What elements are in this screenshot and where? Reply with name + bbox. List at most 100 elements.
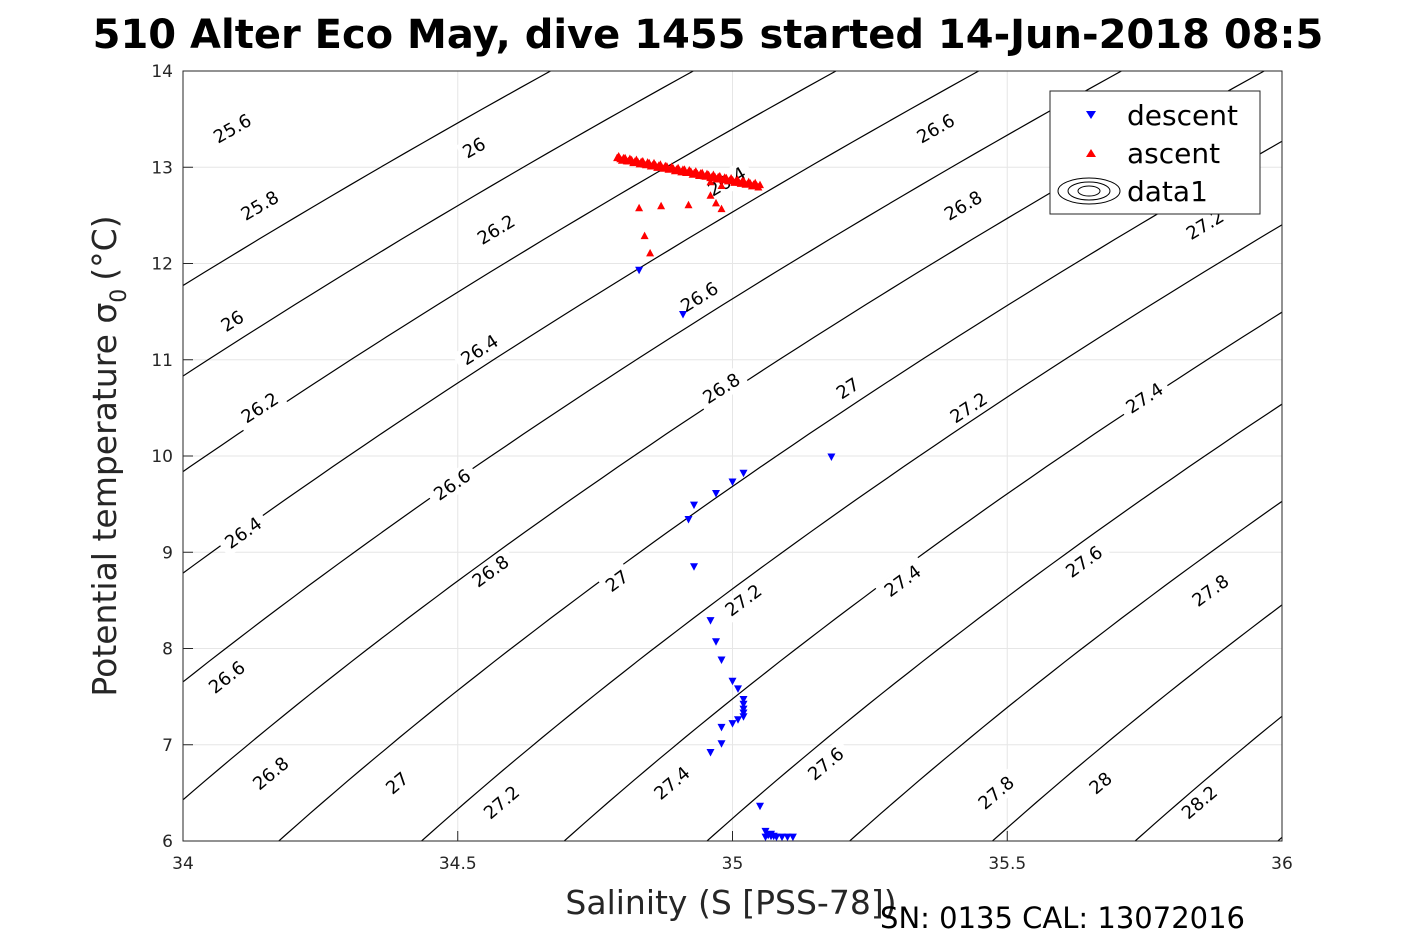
y-tick-label: 7 bbox=[162, 736, 173, 756]
contour-label-bg bbox=[907, 106, 964, 152]
contour-label-bg bbox=[231, 183, 288, 229]
descent-point bbox=[706, 617, 715, 625]
density-contour bbox=[1134, 715, 1282, 841]
contour-label-text: 27 bbox=[602, 566, 633, 596]
contour-label: 27.8 bbox=[969, 767, 1024, 819]
legend-data1-label: data1 bbox=[1127, 175, 1208, 208]
contour-label: 27.4 bbox=[875, 556, 931, 606]
contour-label-bg bbox=[969, 767, 1024, 819]
legend-descent-label: descent bbox=[1127, 99, 1238, 132]
descent-point bbox=[712, 490, 720, 498]
y-tick-label: 6 bbox=[162, 832, 173, 852]
density-contour bbox=[991, 604, 1282, 841]
contour-label-bg bbox=[243, 748, 298, 799]
ascent-point bbox=[640, 231, 649, 240]
contour-label-bg bbox=[598, 563, 636, 599]
contour-label: 27.2 bbox=[716, 576, 771, 625]
density-contour bbox=[420, 224, 1282, 841]
y-tick-label: 14 bbox=[151, 62, 173, 82]
contour-label-bg bbox=[215, 508, 271, 558]
x-axis-label: Salinity (S [PSS-78]) bbox=[565, 883, 896, 922]
contour-label: 27.2 bbox=[474, 777, 529, 828]
contour-label: 27.6 bbox=[1056, 537, 1112, 587]
descent-point bbox=[739, 705, 748, 714]
contour-label: 26.4 bbox=[215, 508, 271, 558]
descent-point bbox=[739, 713, 748, 721]
descent-point bbox=[734, 716, 742, 724]
descent-point bbox=[788, 833, 797, 841]
ascent-point bbox=[717, 181, 726, 189]
contour-label: 28 bbox=[1082, 765, 1120, 802]
contour-label: 26.6 bbox=[199, 652, 255, 703]
descent-point bbox=[739, 700, 748, 709]
contour-label-bg bbox=[671, 274, 728, 321]
contour-label-bg bbox=[378, 765, 416, 802]
ascent-point bbox=[712, 198, 720, 207]
contour-label: 27.6 bbox=[798, 738, 853, 790]
x-tick-label: 35 bbox=[722, 854, 744, 874]
svg-text:Potential temperature σ0(°C): Potential temperature σ0 (°C) bbox=[85, 215, 132, 696]
descent-point bbox=[734, 685, 742, 693]
contour-label-bg bbox=[474, 777, 529, 828]
contour-label: 26.2 bbox=[232, 384, 288, 432]
contour-label: 26 bbox=[213, 304, 252, 339]
contour-label: 27.4 bbox=[1116, 374, 1173, 422]
x-tick-label: 34.5 bbox=[439, 854, 477, 874]
contour-label-bg bbox=[204, 106, 261, 152]
contour-label: 26.6 bbox=[424, 461, 480, 509]
descent-point bbox=[690, 501, 698, 510]
descent-point bbox=[635, 266, 644, 275]
contour-label: 26.8 bbox=[243, 748, 298, 799]
contour-label: 25.8 bbox=[231, 183, 288, 229]
descent-point bbox=[739, 709, 748, 717]
contour-label-text: 28 bbox=[1085, 768, 1116, 799]
descent-point bbox=[827, 453, 836, 461]
contour-label: 26.6 bbox=[907, 106, 964, 152]
x-ticks: 34 34.5 35 35.5 36 bbox=[172, 831, 1293, 874]
descent-point bbox=[690, 563, 698, 571]
y-axis-label-subscript: 0 bbox=[107, 289, 132, 303]
contour-label-bg bbox=[213, 304, 252, 339]
descent-point bbox=[717, 723, 726, 732]
legend: descent ascent data1 bbox=[1049, 90, 1261, 215]
contour-label-bg bbox=[451, 326, 508, 374]
contour-label: 27 bbox=[829, 371, 867, 406]
contour-label-bg bbox=[693, 365, 750, 412]
density-contour bbox=[183, 71, 1123, 683]
descent-point bbox=[778, 833, 786, 841]
contour-label: 26.8 bbox=[935, 183, 992, 229]
contour-label-bg bbox=[829, 371, 867, 406]
contour-label-bg bbox=[645, 758, 700, 809]
ascent-point bbox=[717, 204, 726, 213]
y-tick-label: 10 bbox=[151, 447, 173, 467]
contour-label-bg bbox=[1116, 374, 1173, 422]
legend-descent-marker bbox=[1086, 111, 1096, 119]
density-contour bbox=[563, 311, 1282, 841]
descent-point bbox=[706, 749, 715, 757]
contour-labels: 25.6 25.8 26 26.2 26.4 26.6 26.8 27 27.2 26 26.2 26… bbox=[199, 106, 1239, 828]
contour-label: 26.2 bbox=[468, 207, 525, 253]
descent-point bbox=[761, 827, 770, 836]
contour-label: 26.6 bbox=[671, 274, 728, 321]
descent-point bbox=[739, 469, 748, 478]
descent-point bbox=[739, 696, 748, 704]
ascent-point bbox=[684, 200, 693, 209]
descent-point bbox=[769, 832, 778, 841]
descent-point bbox=[712, 638, 720, 646]
contour-label-bg bbox=[424, 461, 480, 509]
contour-label: 25.6 bbox=[204, 106, 261, 152]
contour-label-bg bbox=[941, 384, 997, 432]
contour-label-bg bbox=[798, 738, 853, 790]
descent-point bbox=[756, 802, 764, 811]
descent-point bbox=[717, 656, 726, 664]
descent-point bbox=[717, 740, 726, 748]
y-axis-label: Potential temperature σ bbox=[85, 303, 124, 697]
descent-point bbox=[783, 833, 792, 841]
y-ticks: 6 7 8 9 10 11 12 13 14 bbox=[151, 62, 193, 852]
descent-point bbox=[684, 516, 693, 524]
descent-point bbox=[728, 720, 737, 728]
contour-label-bg bbox=[463, 547, 519, 596]
contour-label-bg bbox=[232, 384, 288, 432]
y-axis-label-group: Potential temperature σ0 (°C) bbox=[85, 215, 132, 696]
density-contour bbox=[848, 500, 1282, 841]
